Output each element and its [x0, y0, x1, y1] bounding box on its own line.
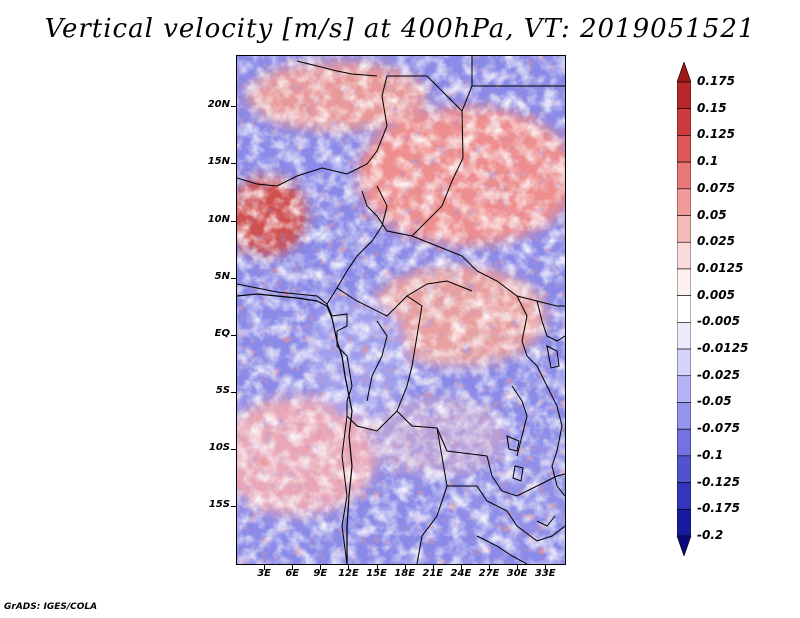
colorbar-swatch	[677, 135, 691, 163]
lat-tick	[231, 448, 236, 450]
colorbar-level-label: 0.175	[697, 74, 735, 88]
lon-label: 18E	[394, 568, 416, 579]
colorbar-level-label: -0.05	[697, 394, 732, 409]
lat-tick	[231, 106, 236, 108]
colorbar-swatch	[677, 402, 691, 430]
colorbar-swatch	[677, 188, 691, 216]
colorbar-level-label: 0.05	[697, 207, 727, 222]
lat-label: 5S	[215, 384, 230, 396]
lat-tick	[231, 334, 236, 336]
colorbar-level-label: -0.2	[697, 528, 724, 542]
lon-label: 21E	[422, 568, 444, 579]
lon-tick	[489, 565, 491, 570]
colorbar-level-label: -0.175	[697, 501, 740, 516]
lat-tick	[231, 391, 236, 393]
lon-label: 24E	[450, 568, 472, 579]
lon-label: 30E	[506, 568, 528, 579]
lon-label: 27E	[478, 568, 500, 579]
grads-credit: GrADS: IGES/COLA	[4, 602, 98, 612]
colorbar-level-label: 0.15	[697, 100, 727, 115]
lon-tick	[545, 565, 547, 570]
colorbar-swatch	[677, 455, 691, 483]
chart-title: Vertical velocity [m/s] at 400hPa, VT: 2…	[44, 14, 756, 44]
colorbar-level-label: 0.0125	[697, 260, 744, 275]
colorbar-level-label: -0.005	[697, 314, 740, 329]
lon-tick	[376, 565, 378, 570]
colorbar-level-label: -0.075	[697, 421, 740, 436]
colorbar-level-label: -0.0125	[697, 341, 749, 356]
colorbar-swatch	[677, 161, 691, 190]
colorbar-level-label: -0.125	[697, 474, 740, 489]
colorbar-swatch	[677, 81, 691, 110]
lon-label: 12E	[338, 568, 359, 579]
colorbar-swatch	[677, 108, 691, 136]
colorbar-level-label: 0.125	[697, 127, 735, 142]
lon-label: 15E	[366, 568, 387, 579]
lat-tick	[231, 277, 236, 279]
colorbar-swatch	[677, 268, 691, 296]
country-borders	[237, 56, 565, 564]
colorbar-swatch	[677, 428, 691, 457]
lat-label: 20N	[207, 99, 230, 111]
lat-label: EQ	[214, 327, 230, 339]
field-white-streaks	[237, 56, 565, 564]
colorbar	[677, 62, 691, 556]
lon-label: 6E	[285, 568, 300, 579]
map-canvas	[237, 56, 565, 564]
colorbar-swatch	[677, 295, 691, 323]
colorbar-swatch	[677, 322, 691, 350]
lat-label: 10N	[207, 213, 230, 225]
colorbar-swatch	[677, 482, 691, 510]
colorbar-swatch	[677, 508, 691, 537]
lat-label: 5N	[214, 270, 230, 282]
vertical-velocity-map	[236, 55, 566, 565]
lat-label: 10S	[208, 441, 230, 453]
lon-tick	[517, 565, 519, 570]
colorbar-level-label: -0.025	[697, 367, 740, 382]
colorbar-level-label: -0.1	[697, 447, 724, 462]
colorbar-swatch	[677, 348, 691, 377]
lon-tick	[292, 565, 294, 570]
colorbar-level-label: 0.075	[697, 180, 735, 195]
lat-tick	[231, 220, 236, 222]
lon-tick	[432, 565, 434, 570]
lat-label: 15S	[208, 498, 230, 510]
colorbar-level-label: 0.025	[697, 234, 735, 249]
colorbar-swatch	[677, 241, 691, 270]
lat-label: 15N	[207, 156, 230, 168]
lon-tick	[320, 565, 322, 570]
lon-tick	[264, 565, 266, 570]
coastline	[237, 293, 353, 564]
colorbar-swatch	[677, 375, 691, 403]
lon-tick	[348, 565, 350, 570]
lat-tick	[231, 163, 236, 165]
lon-tick	[460, 565, 462, 570]
colorbar-swatch	[677, 215, 691, 243]
colorbar-swatch	[677, 535, 691, 556]
lon-label: 33E	[534, 568, 556, 579]
lon-tick	[404, 565, 406, 570]
colorbar-swatch	[677, 62, 691, 83]
lon-label: 9E	[313, 568, 328, 579]
lon-label: 3E	[257, 568, 272, 579]
lat-tick	[231, 505, 236, 507]
colorbar-level-label: 0.005	[697, 287, 735, 302]
colorbar-level-label: 0.1	[697, 154, 719, 169]
